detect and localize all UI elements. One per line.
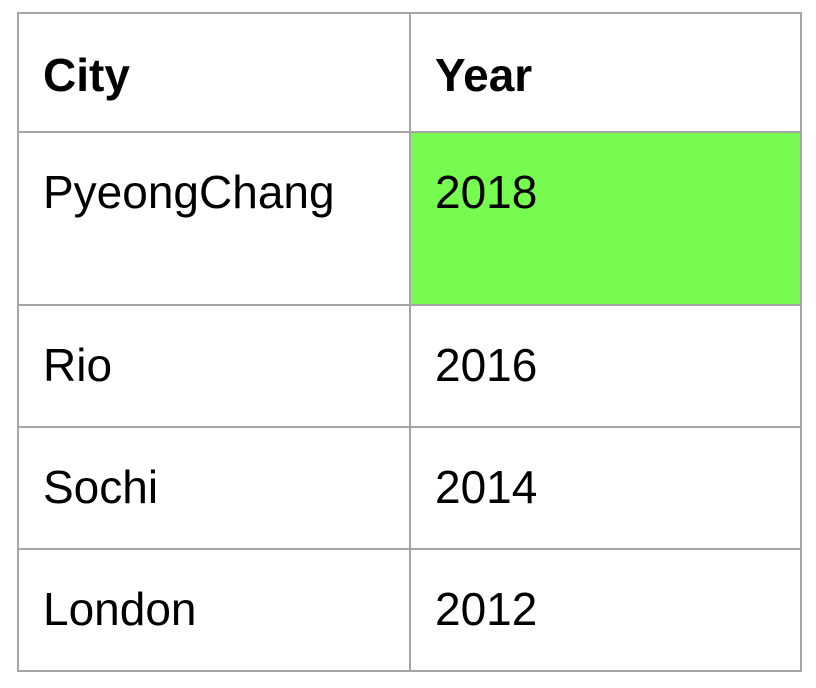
city-year-table: City Year PyeongChang 2018 Rio 2016 Soch… <box>17 12 802 672</box>
cell-year: 2012 <box>409 548 802 672</box>
table-row: Sochi 2014 <box>17 426 802 550</box>
cell-city: London <box>17 548 411 672</box>
table-row: Rio 2016 <box>17 304 802 428</box>
table-row: PyeongChang 2018 <box>17 131 802 306</box>
data-table-container: City Year PyeongChang 2018 Rio 2016 Soch… <box>17 12 802 672</box>
cell-city: Sochi <box>17 426 411 550</box>
table-row: London 2012 <box>17 548 802 672</box>
header-cell-city: City <box>17 12 411 133</box>
cell-year-highlighted: 2018 <box>409 131 802 306</box>
cell-city: PyeongChang <box>17 131 411 306</box>
cell-city: Rio <box>17 304 411 428</box>
header-row: City Year <box>17 12 802 133</box>
cell-year: 2016 <box>409 304 802 428</box>
header-cell-year: Year <box>409 12 802 133</box>
cell-year: 2014 <box>409 426 802 550</box>
